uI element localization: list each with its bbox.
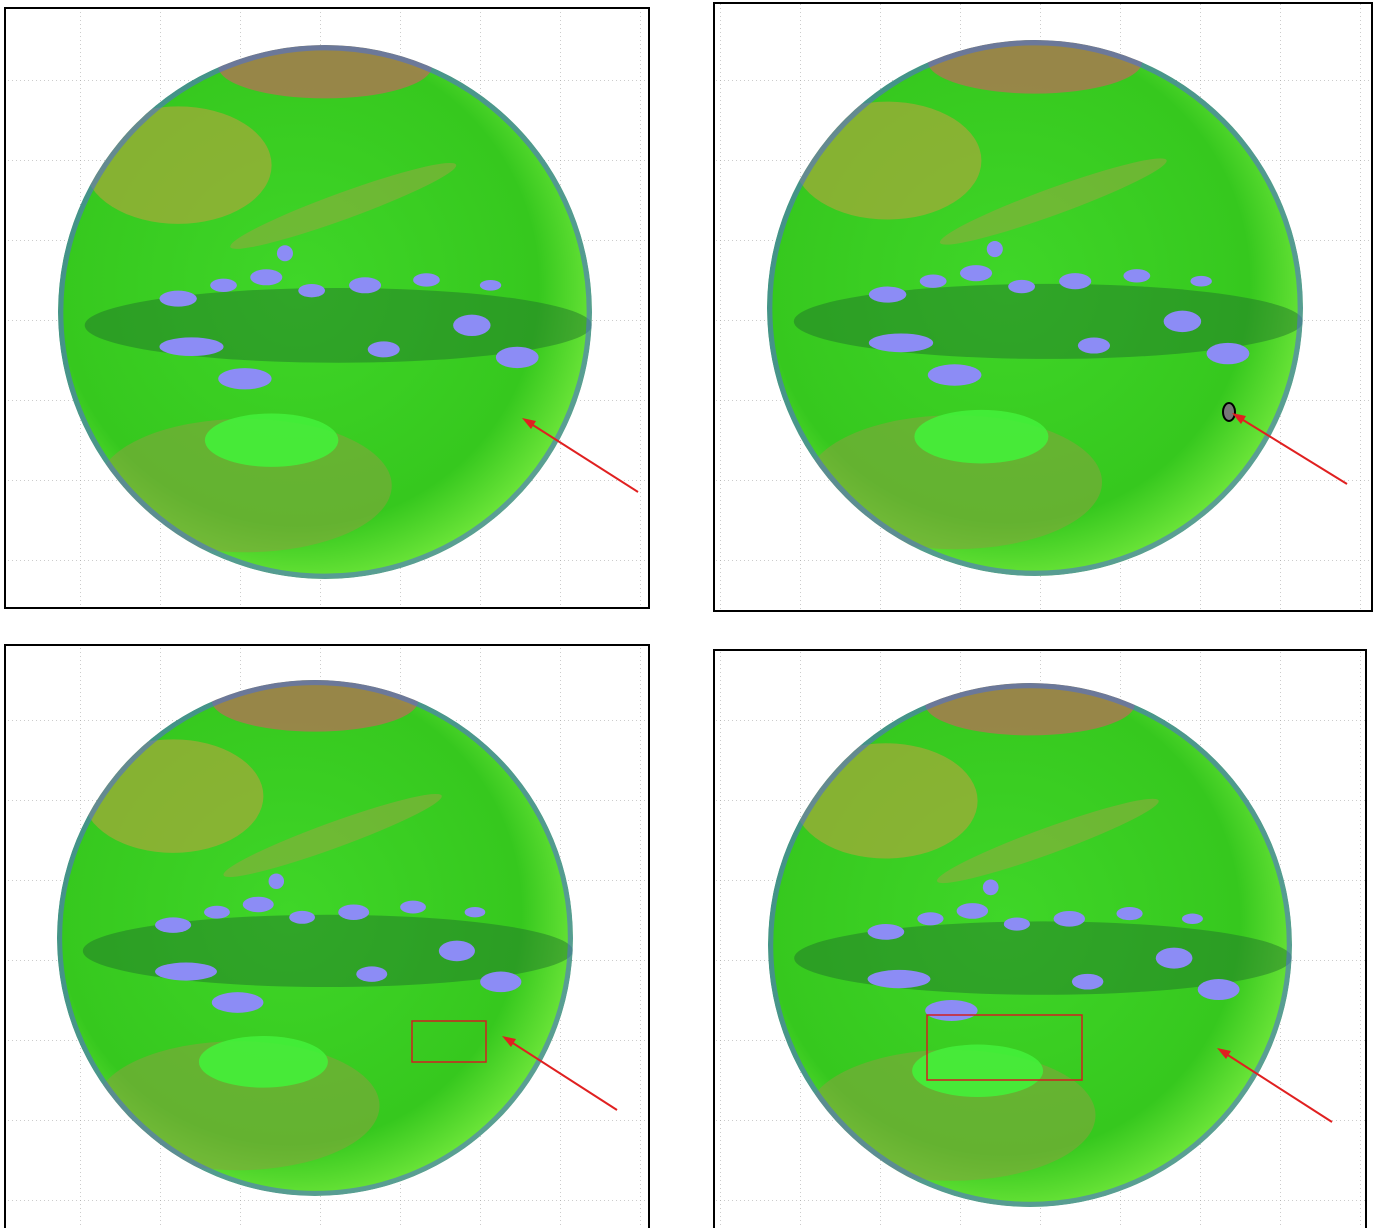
panel-3 bbox=[5, 645, 649, 1228]
figure bbox=[0, 0, 1379, 1228]
panel-2 bbox=[714, 3, 1372, 611]
panel-1 bbox=[5, 8, 649, 608]
panel-4 bbox=[714, 650, 1366, 1228]
